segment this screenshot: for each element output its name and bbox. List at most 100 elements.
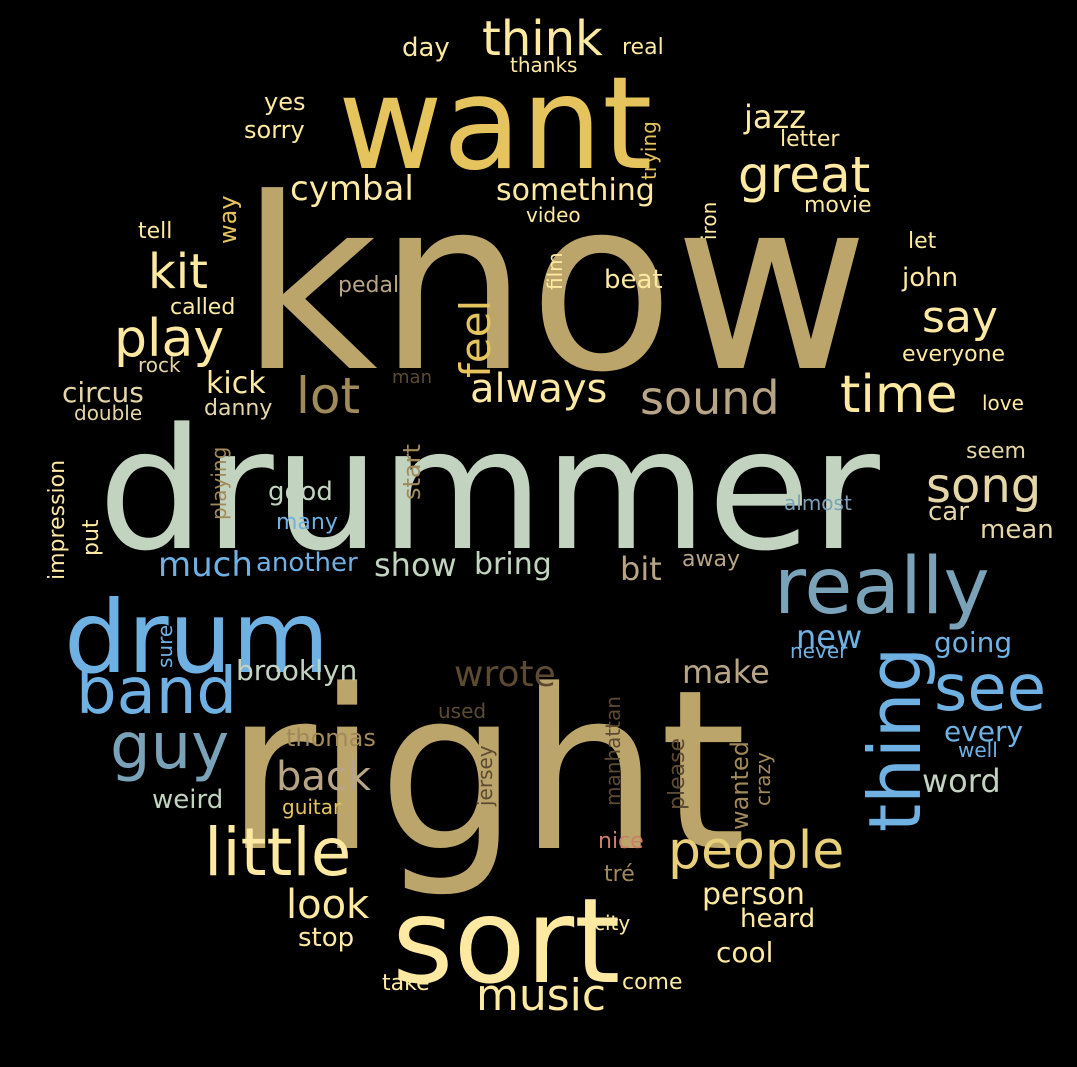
word-bring: bring — [474, 547, 552, 582]
word-lot: lot — [296, 367, 360, 425]
word-guy: guy — [110, 710, 229, 784]
word-take: take — [382, 971, 430, 996]
word-cool: cool — [716, 936, 773, 969]
word-nice: nice — [598, 829, 644, 854]
word-start: start — [398, 444, 426, 500]
word-car: car — [928, 497, 969, 527]
word-let: let — [908, 229, 937, 254]
word-away: away — [682, 547, 740, 572]
word-many: many — [276, 510, 338, 535]
word-love: love — [982, 391, 1024, 415]
word-people: people — [668, 821, 844, 881]
word-say: say — [922, 292, 998, 343]
word-sound: sound — [640, 371, 780, 425]
word-city: city — [594, 911, 630, 935]
word-look: look — [286, 882, 370, 928]
word-little: little — [204, 814, 351, 891]
word-want: want — [338, 50, 652, 199]
word-jazz: jazz — [743, 98, 806, 136]
word-person: person — [702, 877, 805, 912]
word-mean: mean — [980, 515, 1054, 545]
word-every: every — [944, 715, 1023, 748]
word-bit: bit — [620, 550, 662, 588]
word-brooklyn: brooklyn — [236, 654, 357, 687]
word-crazy: crazy — [751, 752, 775, 806]
word-wanted: wanted — [726, 741, 754, 830]
word-word: word — [922, 762, 1001, 800]
word-manhattan: manhattan — [601, 696, 625, 806]
word-great: great — [738, 146, 870, 204]
word-guitar: guitar — [282, 795, 342, 819]
word-yes: yes — [264, 88, 305, 116]
word-circus: circus — [62, 376, 144, 409]
word-back: back — [276, 754, 372, 800]
word-going: going — [934, 626, 1012, 659]
word-way: way — [214, 195, 242, 244]
word-man: man — [392, 367, 432, 388]
word-please: please — [665, 738, 690, 810]
word-music: music — [476, 970, 606, 1021]
word-everyone: everyone — [902, 342, 1005, 367]
word-tre: tré — [604, 862, 635, 887]
word-good: good — [268, 477, 333, 507]
word-kick: kick — [206, 366, 266, 401]
word-time: time — [840, 365, 957, 425]
word-come: come — [622, 970, 683, 995]
word-always: always — [470, 366, 607, 412]
word-used: used — [438, 699, 486, 723]
word-weird: weird — [152, 785, 223, 815]
word-trying: trying — [637, 121, 661, 180]
word-band: band — [76, 655, 237, 729]
word-seem: seem — [966, 439, 1026, 464]
word-see: see — [934, 652, 1046, 726]
word-sure: sure — [153, 625, 177, 668]
word-well: well — [958, 738, 998, 762]
word-rock: rock — [138, 353, 181, 377]
word-thomas: thomas — [286, 724, 376, 752]
word-sorry: sorry — [244, 116, 305, 144]
word-beat: beat — [604, 265, 663, 295]
word-right: right — [225, 643, 747, 901]
word-pedal: pedal — [338, 273, 399, 298]
word-sort: sort — [392, 872, 620, 1010]
word-another: another — [256, 548, 358, 578]
word-film: film — [543, 252, 567, 290]
word-kit: kit — [148, 244, 208, 300]
word-thing: thing — [853, 647, 937, 832]
word-much: much — [158, 545, 253, 585]
word-think: think — [482, 11, 603, 67]
word-stop: stop — [298, 923, 354, 953]
word-double: double — [74, 401, 142, 425]
word-video: video — [526, 203, 581, 227]
word-danny: danny — [204, 396, 272, 421]
word-impression: impression — [45, 460, 70, 580]
word-really: really — [774, 542, 990, 632]
word-drummer: drummer — [98, 392, 881, 588]
word-feel: feel — [451, 300, 500, 378]
word-playing: playing — [207, 447, 231, 520]
word-tell: tell — [138, 219, 172, 244]
word-play: play — [114, 309, 224, 369]
word-never: never — [790, 639, 848, 663]
word-something: something — [496, 173, 655, 208]
word-know: know — [240, 148, 869, 425]
word-cymbal: cymbal — [290, 169, 414, 209]
word-show: show — [374, 546, 457, 584]
word-heard: heard — [740, 904, 815, 934]
word-called: called — [170, 295, 235, 320]
word-drum: drum — [64, 579, 329, 696]
word-john: john — [901, 263, 958, 293]
word-almost: almost — [784, 491, 852, 515]
word-real: real — [622, 35, 664, 60]
word-new: new — [796, 618, 862, 656]
word-iron: iron — [697, 202, 721, 240]
word-movie: movie — [804, 193, 872, 218]
word-wrote: wrote — [454, 654, 556, 695]
word-thanks: thanks — [510, 53, 577, 77]
word-letter: letter — [780, 127, 840, 152]
word-day: day — [402, 33, 450, 63]
word-jersey: jersey — [473, 745, 497, 807]
word-make: make — [682, 653, 770, 691]
